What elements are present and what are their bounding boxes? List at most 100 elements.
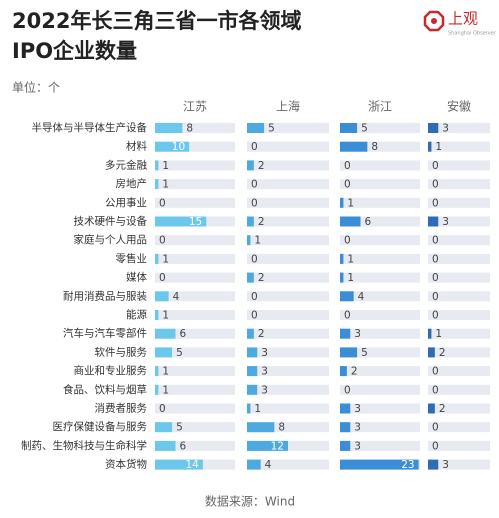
- track: [247, 272, 329, 283]
- bar: [247, 272, 254, 283]
- track: [340, 123, 420, 133]
- bar: [340, 459, 419, 470]
- track: [340, 328, 420, 339]
- value-label: 3: [442, 123, 449, 135]
- bar: [340, 291, 354, 302]
- track: [247, 253, 329, 264]
- track: [428, 216, 490, 227]
- value-label: 1: [347, 253, 354, 265]
- value-label: 1: [254, 403, 261, 415]
- track: [340, 197, 420, 208]
- track: [428, 440, 490, 451]
- track: [428, 366, 490, 377]
- bar: [340, 347, 358, 358]
- bar: [247, 216, 254, 227]
- track: [340, 179, 420, 190]
- track: [247, 179, 329, 190]
- value-label: 2: [439, 403, 446, 415]
- value-label: 3: [442, 216, 449, 228]
- value-label: 5: [361, 347, 368, 359]
- track: [340, 440, 420, 451]
- track: [155, 310, 235, 320]
- track: [428, 235, 490, 246]
- value-label: 0: [432, 272, 439, 284]
- bar: [340, 440, 351, 451]
- track: [247, 291, 329, 302]
- value-label: 23: [401, 459, 414, 471]
- bar: [247, 160, 254, 171]
- track: [155, 160, 235, 171]
- value-label: 2: [351, 366, 358, 378]
- track: [155, 291, 235, 302]
- track: [247, 459, 329, 470]
- value-label: 1: [162, 179, 169, 191]
- panel-header: 浙江: [368, 100, 392, 114]
- value-label: 3: [354, 403, 361, 415]
- bar: [340, 272, 344, 283]
- track: [155, 272, 235, 283]
- track: [247, 123, 329, 133]
- value-label: 1: [254, 235, 261, 247]
- track: [247, 141, 329, 152]
- bar: [340, 197, 344, 208]
- value-label: 0: [432, 384, 439, 396]
- value-label: 0: [432, 422, 439, 434]
- bar: [155, 253, 159, 264]
- value-label: 0: [344, 235, 351, 247]
- logo-name: 上观: [448, 10, 478, 28]
- logo: 上观 Shanghai Observer: [423, 10, 497, 37]
- category-label: 家庭与个人用品: [74, 233, 148, 246]
- value-label: 5: [176, 422, 183, 434]
- category-label: 半导体与半导体生产设备: [32, 121, 148, 134]
- track: [340, 347, 420, 358]
- value-label: 6: [180, 440, 187, 452]
- value-label: 0: [432, 366, 439, 378]
- bar: [428, 123, 439, 133]
- bar: [428, 216, 439, 227]
- track: [155, 123, 235, 133]
- bar: [155, 328, 176, 339]
- track: [428, 422, 490, 433]
- value-label: 4: [358, 291, 365, 303]
- track: [155, 403, 235, 414]
- track: [340, 253, 420, 264]
- category-label: 制药、生物科技与生命科学: [21, 439, 147, 452]
- category-label: 软件与服务: [95, 345, 148, 358]
- track: [428, 347, 490, 358]
- value-label: 0: [432, 197, 439, 209]
- track: [428, 272, 490, 283]
- value-label: 1: [162, 310, 169, 322]
- value-label: 0: [159, 272, 166, 284]
- value-label: 1: [162, 366, 169, 378]
- value-label: 1: [435, 328, 442, 340]
- bar: [155, 384, 159, 395]
- value-label: 0: [432, 291, 439, 303]
- value-label: 14: [185, 459, 199, 471]
- track: [340, 384, 420, 395]
- value-label: 0: [344, 384, 351, 396]
- bar: [340, 123, 358, 133]
- bar: [340, 253, 344, 264]
- value-label: 8: [278, 422, 285, 434]
- track: [247, 384, 329, 395]
- category-label: 商业和专业服务: [74, 364, 148, 377]
- bar: [247, 347, 258, 358]
- chart-title: IPO企业数量: [12, 39, 137, 63]
- track: [155, 347, 235, 358]
- bar: [428, 141, 432, 152]
- bar: [428, 403, 435, 414]
- bar: [247, 384, 258, 395]
- unit-label: 单位：个: [12, 80, 60, 95]
- bar: [340, 422, 351, 433]
- track: [247, 328, 329, 339]
- track: [428, 253, 490, 264]
- value-label: 3: [261, 347, 268, 359]
- bar: [247, 422, 275, 433]
- value-label: 8: [186, 123, 193, 135]
- track: [340, 291, 420, 302]
- value-label: 5: [268, 123, 275, 135]
- track: [155, 422, 235, 433]
- bar: [155, 160, 159, 171]
- bar: [247, 459, 261, 470]
